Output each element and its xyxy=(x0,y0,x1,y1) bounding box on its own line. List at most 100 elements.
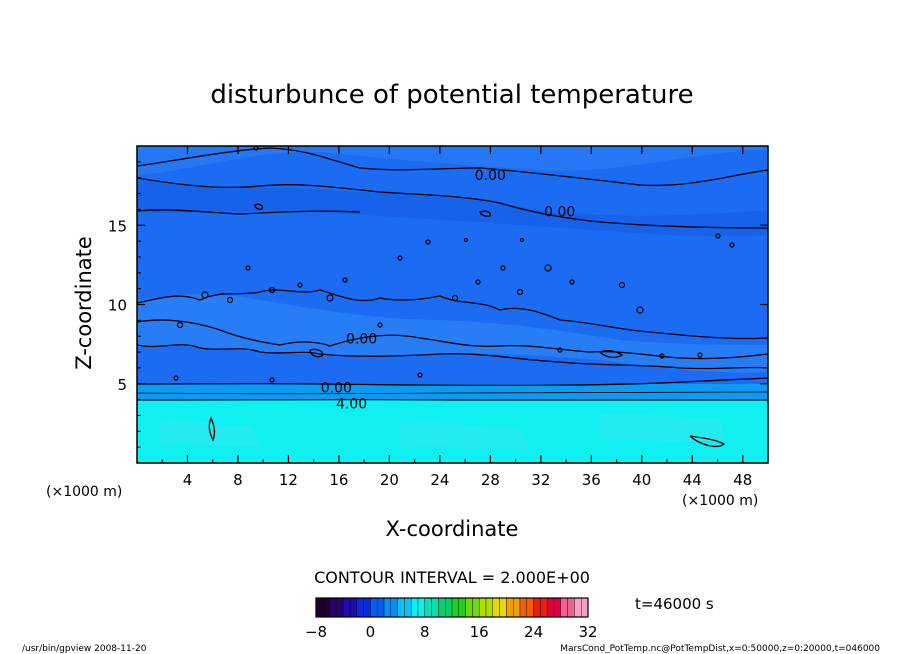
x-tick-label: 32 xyxy=(531,471,550,489)
colorbar-cell xyxy=(458,597,466,618)
colorbar-cell xyxy=(553,597,562,618)
contour-top-0 xyxy=(137,147,768,187)
contour-upper-0 xyxy=(137,177,768,229)
x-axis: 4 8 12 16 20 24 28 32 36 40 44 48 xyxy=(161,146,752,489)
colorbar-cell xyxy=(383,597,392,618)
x-tick-label: 36 xyxy=(582,471,601,489)
contour-labels: 0.000.000.000.004.00 xyxy=(321,168,576,412)
colorbar-cell xyxy=(451,597,460,618)
colorbar-cell xyxy=(438,597,446,618)
y-tick-label: 10 xyxy=(108,297,127,315)
colorbar-cell xyxy=(397,597,405,618)
x-tick-label: 44 xyxy=(683,471,702,489)
x-tick-label: 24 xyxy=(430,471,449,489)
x-tick-label: 28 xyxy=(481,471,500,489)
contour-cell-1 xyxy=(208,416,216,442)
y-unit-label: (×1000 m) xyxy=(46,484,122,500)
time-label: t=46000 s xyxy=(635,595,714,613)
chart-title: disturbunce of potential temperature xyxy=(210,80,693,110)
contour-noise xyxy=(173,146,735,383)
field-region-transition xyxy=(137,384,768,400)
contour-label: 0.00 xyxy=(475,168,506,184)
contour-upper-b xyxy=(137,209,361,215)
colorbar-cell xyxy=(411,597,419,618)
x-tick-label: 48 xyxy=(733,471,752,489)
colorbar-tick-label: 24 xyxy=(524,623,543,641)
colorbar-tick-label: 8 xyxy=(420,623,430,641)
x-tick-label: 20 xyxy=(380,471,399,489)
colorbar-cell xyxy=(485,597,494,618)
contour-cell-3 xyxy=(598,349,624,359)
x-tick-label: 4 xyxy=(183,471,193,489)
colorbar-ticks: −8 0 8 16 24 32 xyxy=(305,623,598,641)
colorbar-tick-label: 16 xyxy=(470,623,489,641)
colorbar-cell xyxy=(377,597,385,618)
colorbar-cell xyxy=(560,597,568,618)
contour-label: 0.00 xyxy=(346,331,377,347)
colorbar-cell xyxy=(431,597,439,618)
y-axis-title: Z-coordinate xyxy=(72,236,96,370)
colorbar-cell xyxy=(479,597,487,618)
colorbar-cell xyxy=(417,597,426,618)
colorbar-cell xyxy=(492,597,500,618)
colorbar-cell xyxy=(363,597,371,618)
footer-right: MarsCond_PotTemp.nc@PotTempDist,x=0:5000… xyxy=(560,644,880,654)
contour-cell-4 xyxy=(309,348,324,358)
x-tick-label: 16 xyxy=(329,471,348,489)
field-region-upper-band xyxy=(137,146,768,175)
y-tick-label: 5 xyxy=(117,376,127,394)
contour-transition xyxy=(137,391,768,395)
colorbar-cell xyxy=(356,597,364,618)
colorbar-tick-label: −8 xyxy=(305,623,327,641)
contour-cell-6 xyxy=(254,203,264,210)
contour-label: 0.00 xyxy=(544,205,575,221)
contour-cell-5 xyxy=(479,210,492,217)
colorbar-cell xyxy=(343,597,351,618)
colorbar-cell xyxy=(519,597,528,618)
x-tick-label: 8 xyxy=(233,471,243,489)
contour-mid-lower xyxy=(137,344,768,370)
contour-lines xyxy=(137,147,768,448)
plot-area: 0.000.000.000.004.00 xyxy=(137,146,768,463)
x-tick-label: 12 xyxy=(279,471,298,489)
colorbar-cell xyxy=(424,597,432,618)
x-unit-label: (×1000 m) xyxy=(682,493,758,509)
contour-label: 0.00 xyxy=(321,381,352,397)
colorbar-cell xyxy=(526,597,534,618)
colorbar-cell xyxy=(404,597,412,618)
contour-interval-label: CONTOUR INTERVAL = 2.000E+00 xyxy=(314,568,590,587)
footer-left: /usr/bin/gpview 2008-11-20 xyxy=(22,644,147,654)
colorbar-cell xyxy=(465,597,473,618)
contour-label: 4.00 xyxy=(336,396,367,412)
colorbar-cell xyxy=(445,597,453,618)
contour-lower-0 xyxy=(137,377,768,387)
colorbar-tick-label: 32 xyxy=(578,623,597,641)
field-region-cyan-texture xyxy=(160,413,725,449)
colorbar-cell xyxy=(499,597,507,618)
colorbar-tick-label: 0 xyxy=(366,623,376,641)
colorbar-cell xyxy=(336,597,344,618)
colorbar-cell xyxy=(370,597,378,618)
x-tick-label: 40 xyxy=(632,471,651,489)
colorbar-cell xyxy=(506,597,514,618)
colorbar-cell xyxy=(513,597,521,618)
colorbar-cell xyxy=(567,597,575,618)
colorbar-cell xyxy=(322,597,330,618)
colorbar-cell xyxy=(315,597,324,618)
contour-cell-2 xyxy=(689,435,726,448)
contour-mid-upper xyxy=(137,289,768,340)
colorbar-cell xyxy=(390,597,398,618)
colorbar-cell xyxy=(574,597,582,618)
colorbar-cell xyxy=(472,597,480,618)
colorbar-frame xyxy=(315,597,589,618)
colorbar-cell xyxy=(540,597,548,618)
y-tick-label: 15 xyxy=(108,217,127,235)
x-axis-title: X-coordinate xyxy=(386,517,519,541)
colorbar-cell xyxy=(547,597,555,618)
contour-mid-0 xyxy=(137,319,768,360)
colorbar xyxy=(315,597,589,618)
colorbar-cell xyxy=(533,597,541,618)
colorbar-cell xyxy=(581,597,589,618)
y-axis: 5 10 15 xyxy=(108,161,768,448)
